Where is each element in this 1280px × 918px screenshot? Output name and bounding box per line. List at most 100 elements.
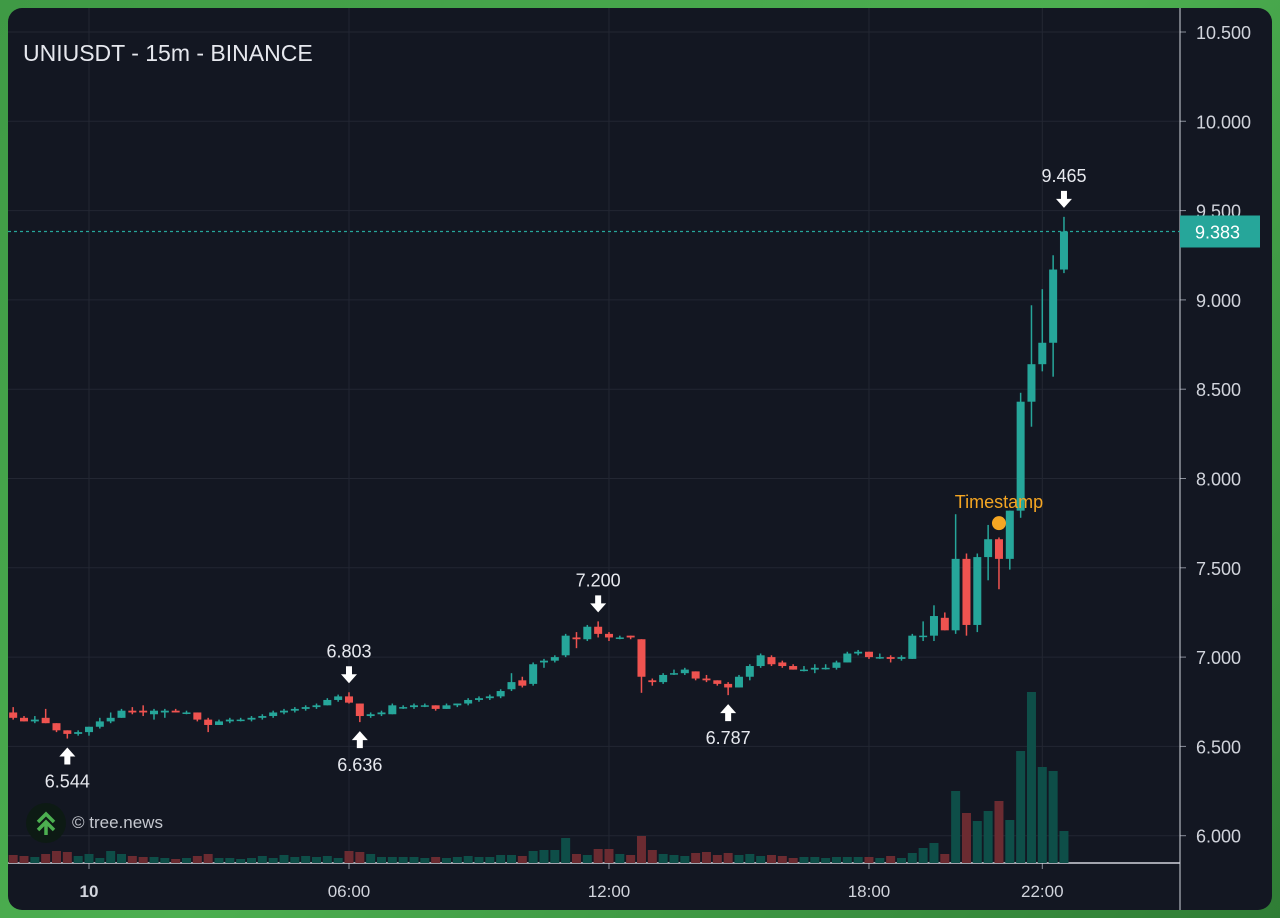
candle	[30, 716, 39, 724]
candle	[269, 710, 278, 718]
annotation-label: 6.803	[326, 641, 371, 661]
candle	[572, 632, 581, 649]
candle	[561, 633, 570, 658]
candle	[474, 696, 483, 702]
candle	[962, 553, 971, 636]
candle-body	[117, 710, 126, 718]
candle-body	[366, 714, 375, 717]
candle	[702, 674, 711, 683]
volume-bar	[1037, 767, 1047, 863]
candle	[323, 698, 332, 706]
candle	[1038, 289, 1047, 372]
arrow-up-icon	[59, 747, 76, 765]
volume-bar	[701, 852, 711, 863]
candle-body	[572, 637, 581, 640]
volume-bar	[983, 811, 993, 863]
volume-bar	[398, 857, 408, 863]
volume-bar	[1026, 692, 1036, 863]
candle-body	[139, 710, 148, 713]
volume-bar	[52, 851, 62, 863]
volume-bar	[636, 836, 646, 863]
candle-body	[1005, 510, 1014, 559]
candle-body	[128, 710, 137, 713]
candle	[74, 730, 83, 736]
price-axis-label: 10.000	[1196, 112, 1251, 132]
volume-bar	[1059, 831, 1069, 863]
candle	[583, 624, 592, 642]
candle	[399, 705, 408, 709]
volume-bar	[246, 858, 256, 863]
last-price-label: 9.383	[1195, 222, 1240, 242]
volume-bar	[571, 854, 581, 863]
volume-bar	[604, 849, 614, 863]
volume-bar	[875, 858, 885, 863]
candle-body	[789, 666, 798, 670]
candle-body	[74, 732, 83, 734]
candle	[225, 717, 234, 724]
candle-body	[745, 666, 754, 677]
candle-body	[236, 719, 245, 722]
candle	[431, 705, 440, 711]
volume-bar	[116, 854, 126, 863]
candle	[496, 689, 505, 699]
volume-bar	[951, 791, 961, 863]
event-marker-dot	[991, 516, 1006, 531]
candle	[1059, 216, 1068, 274]
candle-body	[984, 539, 993, 558]
candle	[908, 633, 917, 659]
candle	[821, 664, 830, 670]
candle	[1027, 305, 1036, 427]
candle-body	[507, 682, 516, 690]
volume-bar	[821, 858, 831, 863]
volume-bar	[463, 856, 473, 863]
time-axis-label: 18:00	[848, 882, 891, 901]
candle	[886, 655, 895, 663]
volume-bar	[257, 856, 267, 863]
candle	[637, 639, 646, 693]
candle	[312, 703, 321, 709]
candle	[680, 667, 689, 675]
chart-title: UNIUSDT - 15m - BINANCE	[23, 40, 313, 66]
candle	[204, 717, 213, 733]
candle	[20, 716, 29, 722]
volume-bar	[1048, 771, 1058, 863]
volume-bar	[127, 856, 137, 863]
volume-bar	[19, 856, 29, 863]
candle-body	[355, 703, 364, 717]
candle-body	[247, 717, 256, 720]
candle-body	[290, 708, 299, 711]
volume-bar	[311, 857, 321, 863]
candle-body	[160, 710, 169, 713]
candle	[485, 694, 494, 700]
volume-bar	[181, 858, 191, 863]
candle-body	[106, 717, 115, 722]
candle-body	[182, 712, 191, 714]
volume-bar	[366, 854, 376, 863]
candle-body	[680, 669, 689, 674]
chart-panel[interactable]: 6.000 6.500 7.000 7.500 8.000 8.500 9.000 9.500…	[8, 8, 1272, 910]
volume-bar	[626, 855, 636, 863]
candle-body	[20, 717, 29, 722]
time-axis-label: 10	[80, 882, 99, 901]
volume-bar	[474, 857, 484, 863]
candle	[355, 703, 364, 723]
candle-body	[301, 707, 310, 709]
volume-bar	[593, 849, 603, 863]
candle-body	[1049, 269, 1058, 343]
volume-bar	[528, 851, 538, 863]
candle	[518, 676, 527, 688]
volume-bar	[647, 850, 657, 863]
candle-body	[583, 626, 592, 640]
volume-bar	[30, 857, 40, 863]
volume-bar	[810, 857, 820, 863]
candle	[919, 621, 928, 642]
arrow-down-icon	[1055, 190, 1072, 208]
candle	[897, 655, 906, 661]
candle	[420, 703, 429, 708]
candlestick-chart[interactable]: 6.0006.5007.0007.5008.0008.5009.0009.500…	[8, 8, 1272, 910]
candle	[117, 708, 126, 718]
candle	[843, 651, 852, 663]
volume-bar	[994, 801, 1004, 863]
volume-bar	[723, 853, 733, 863]
candle-body	[431, 705, 440, 709]
